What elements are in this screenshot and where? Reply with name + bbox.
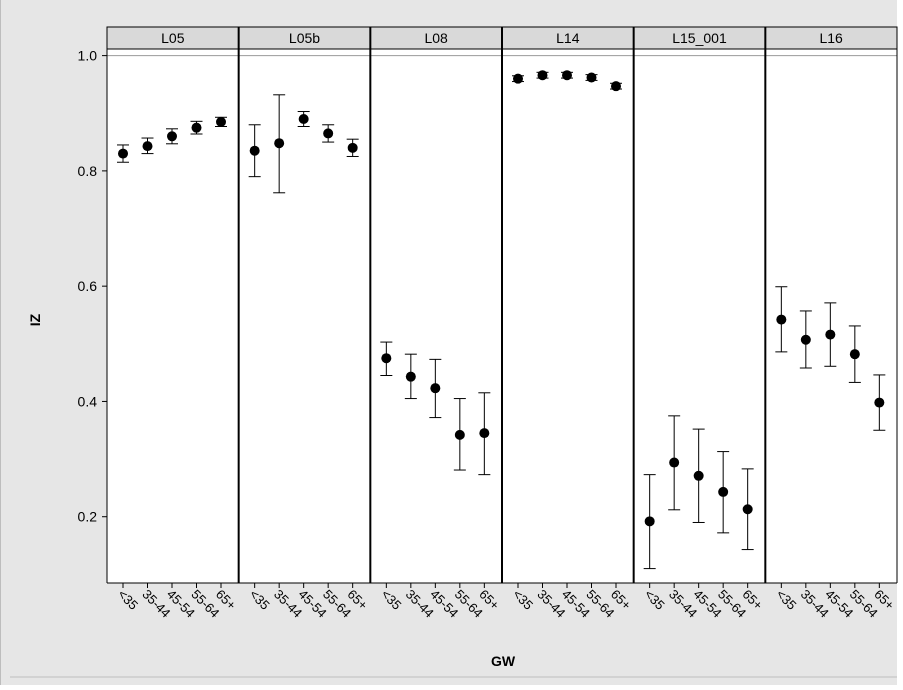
panel-label: L16: [819, 30, 843, 46]
data-point: [693, 470, 704, 481]
data-point: [381, 353, 392, 364]
data-point: [562, 70, 572, 81]
data-point: [537, 70, 548, 81]
data-layer: [117, 70, 886, 570]
data-point: [644, 516, 655, 527]
data-point: [216, 116, 226, 127]
y-tick-label: 0.2: [78, 509, 98, 525]
data-point: [479, 428, 490, 439]
data-point: [274, 138, 285, 149]
y-tick-label: 1.0: [78, 48, 98, 64]
data-point: [669, 457, 680, 468]
data-point: [298, 114, 309, 125]
data-point: [776, 314, 787, 325]
panel-label: L05b: [289, 30, 320, 46]
data-point: [718, 486, 729, 497]
panel-label: L05: [161, 30, 185, 46]
x-axis-title: GW: [491, 653, 516, 669]
data-point: [323, 128, 334, 139]
data-point: [800, 334, 811, 345]
panel-label: L08: [424, 30, 448, 46]
y-tick-label: 0.6: [78, 278, 98, 294]
data-point: [191, 122, 202, 133]
data-point: [742, 504, 753, 515]
y-tick-label: 0.4: [78, 393, 98, 409]
panel-label: L15_001: [672, 30, 727, 46]
data-point: [405, 371, 416, 382]
data-point: [586, 72, 597, 83]
panel-label: L14: [556, 30, 580, 46]
data-point: [611, 81, 621, 92]
window-right-edge: [897, 0, 903, 685]
data-point: [347, 142, 358, 153]
y-axis-title: IZ: [27, 313, 43, 326]
data-point: [430, 383, 441, 394]
data-point: [142, 141, 153, 152]
axes-layer: 1.0 0.8 0.6 0.4 0.2: [78, 27, 898, 588]
data-point: [249, 145, 260, 156]
data-point: [513, 73, 523, 84]
data-point: [118, 148, 128, 159]
data-point: [874, 397, 885, 408]
data-point: [825, 329, 836, 340]
data-point: [454, 429, 465, 440]
data-point: [167, 131, 177, 142]
y-tick-label: 0.8: [78, 163, 98, 179]
data-point: [849, 349, 860, 360]
